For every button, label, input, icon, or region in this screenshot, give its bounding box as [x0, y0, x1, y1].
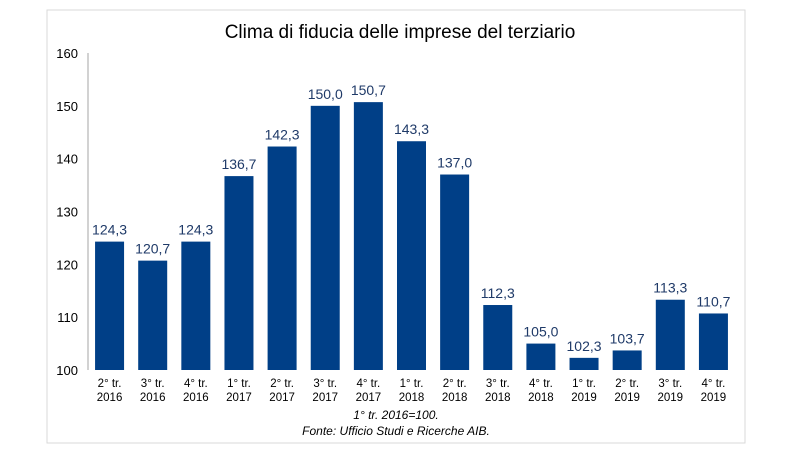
- x-tick-line: 2017: [269, 392, 295, 404]
- x-tick-line: 1° tr.: [572, 378, 596, 390]
- x-tick-label: 3° tr. 2019: [658, 378, 684, 404]
- data-label: 102,3: [567, 338, 602, 354]
- y-tick-label: 130: [56, 205, 78, 220]
- bar: [569, 357, 599, 370]
- data-label: 142,3: [265, 127, 300, 143]
- bar: [138, 260, 168, 370]
- chart-frame: [46, 9, 746, 444]
- bar: [655, 299, 685, 370]
- x-tick-line: 4° tr.: [702, 378, 726, 390]
- data-label: 120,7: [135, 241, 170, 257]
- x-tick-line: 2016: [140, 392, 166, 404]
- x-tick-line: 2° tr.: [270, 378, 294, 390]
- bar: [483, 305, 513, 370]
- data-label: 124,3: [178, 222, 213, 238]
- x-tick-label: 4° tr. 2018: [528, 378, 554, 404]
- x-tick-label: 1° tr. 2017: [226, 378, 252, 404]
- x-tick-label: 2° tr. 2016: [97, 378, 123, 404]
- x-tick-line: 2° tr.: [98, 378, 122, 390]
- x-tick-label: 2° tr. 2019: [614, 378, 640, 404]
- data-label: 150,7: [351, 82, 386, 98]
- x-tick-line: 3° tr.: [486, 378, 510, 390]
- data-label: 143,3: [394, 121, 429, 137]
- x-tick-line: 2018: [399, 392, 425, 404]
- y-tick-label: 110: [57, 310, 78, 325]
- x-tick-line: 2018: [442, 392, 468, 404]
- data-label: 136,7: [221, 156, 256, 172]
- bar: [397, 141, 426, 370]
- y-tick-label: 140: [56, 152, 78, 167]
- data-label: 113,3: [653, 280, 687, 296]
- data-label: 112,3: [481, 285, 515, 301]
- x-tick-line: 2016: [183, 392, 209, 404]
- x-tick-label: 2° tr. 2018: [442, 378, 468, 404]
- data-label: 124,3: [92, 222, 127, 238]
- bar: [95, 241, 125, 370]
- x-tick-line: 2019: [658, 392, 684, 404]
- data-label: 105,0: [523, 324, 558, 340]
- x-tick-line: 2017: [356, 392, 382, 404]
- x-tick-line: 2018: [528, 392, 554, 404]
- x-tick-label: 1° tr. 2018: [399, 378, 425, 404]
- y-tick-label: 150: [56, 99, 78, 114]
- bar: [612, 350, 642, 370]
- bar: [267, 146, 297, 370]
- x-tick-line: 4° tr.: [529, 378, 553, 390]
- x-tick-line: 3° tr.: [141, 378, 165, 390]
- bar: [440, 174, 470, 370]
- x-tick-line: 2° tr.: [615, 378, 639, 390]
- x-tick-line: 2019: [614, 392, 640, 404]
- chart-title: Clima di fiducia delle imprese del terzi…: [225, 22, 576, 43]
- x-tick-label: 3° tr. 2018: [485, 378, 511, 404]
- x-tick-line: 2018: [485, 392, 511, 404]
- data-label: 110,7: [696, 293, 730, 309]
- x-tick-line: 2019: [571, 392, 597, 404]
- x-tick-line: 2019: [701, 392, 727, 404]
- data-label: 150,0: [308, 86, 343, 102]
- x-tick-line: 4° tr.: [356, 378, 380, 390]
- bar: [698, 313, 728, 370]
- y-tick-label: 160: [56, 46, 78, 61]
- x-tick-label: 1° tr. 2019: [571, 378, 597, 404]
- x-tick-line: 1° tr.: [400, 378, 424, 390]
- x-tick-line: 2016: [97, 392, 123, 404]
- x-tick-line: 2° tr.: [443, 378, 467, 390]
- x-tick-label: 2° tr. 2017: [269, 378, 295, 404]
- x-tick-line: 2017: [226, 392, 252, 404]
- data-label: 137,0: [437, 155, 472, 171]
- x-tick-label: 3° tr. 2016: [140, 378, 166, 404]
- x-tick-line: 2017: [312, 392, 338, 404]
- x-tick-label: 4° tr. 2017: [356, 378, 382, 404]
- x-tick-line: 1° tr.: [227, 378, 251, 390]
- bar: [224, 176, 254, 370]
- x-tick-line: 4° tr.: [184, 378, 208, 390]
- x-tick-label: 3° tr. 2017: [312, 378, 338, 404]
- x-tick-label: 4° tr. 2019: [701, 378, 727, 404]
- bar: [181, 241, 211, 370]
- y-tick-label: 100: [56, 363, 78, 378]
- bar: [353, 102, 383, 370]
- source-note: Fonte: Ufficio Studi e Ricerche AIB.: [302, 424, 490, 438]
- x-tick-line: 3° tr.: [658, 378, 682, 390]
- bar: [526, 343, 556, 370]
- x-tick-line: 3° tr.: [313, 378, 337, 390]
- data-label: 103,7: [610, 330, 645, 346]
- base-note: 1° tr. 2016=100.: [353, 408, 438, 422]
- y-tick-label: 120: [56, 257, 78, 272]
- bar: [310, 105, 340, 370]
- x-tick-label: 4° tr. 2016: [183, 378, 209, 404]
